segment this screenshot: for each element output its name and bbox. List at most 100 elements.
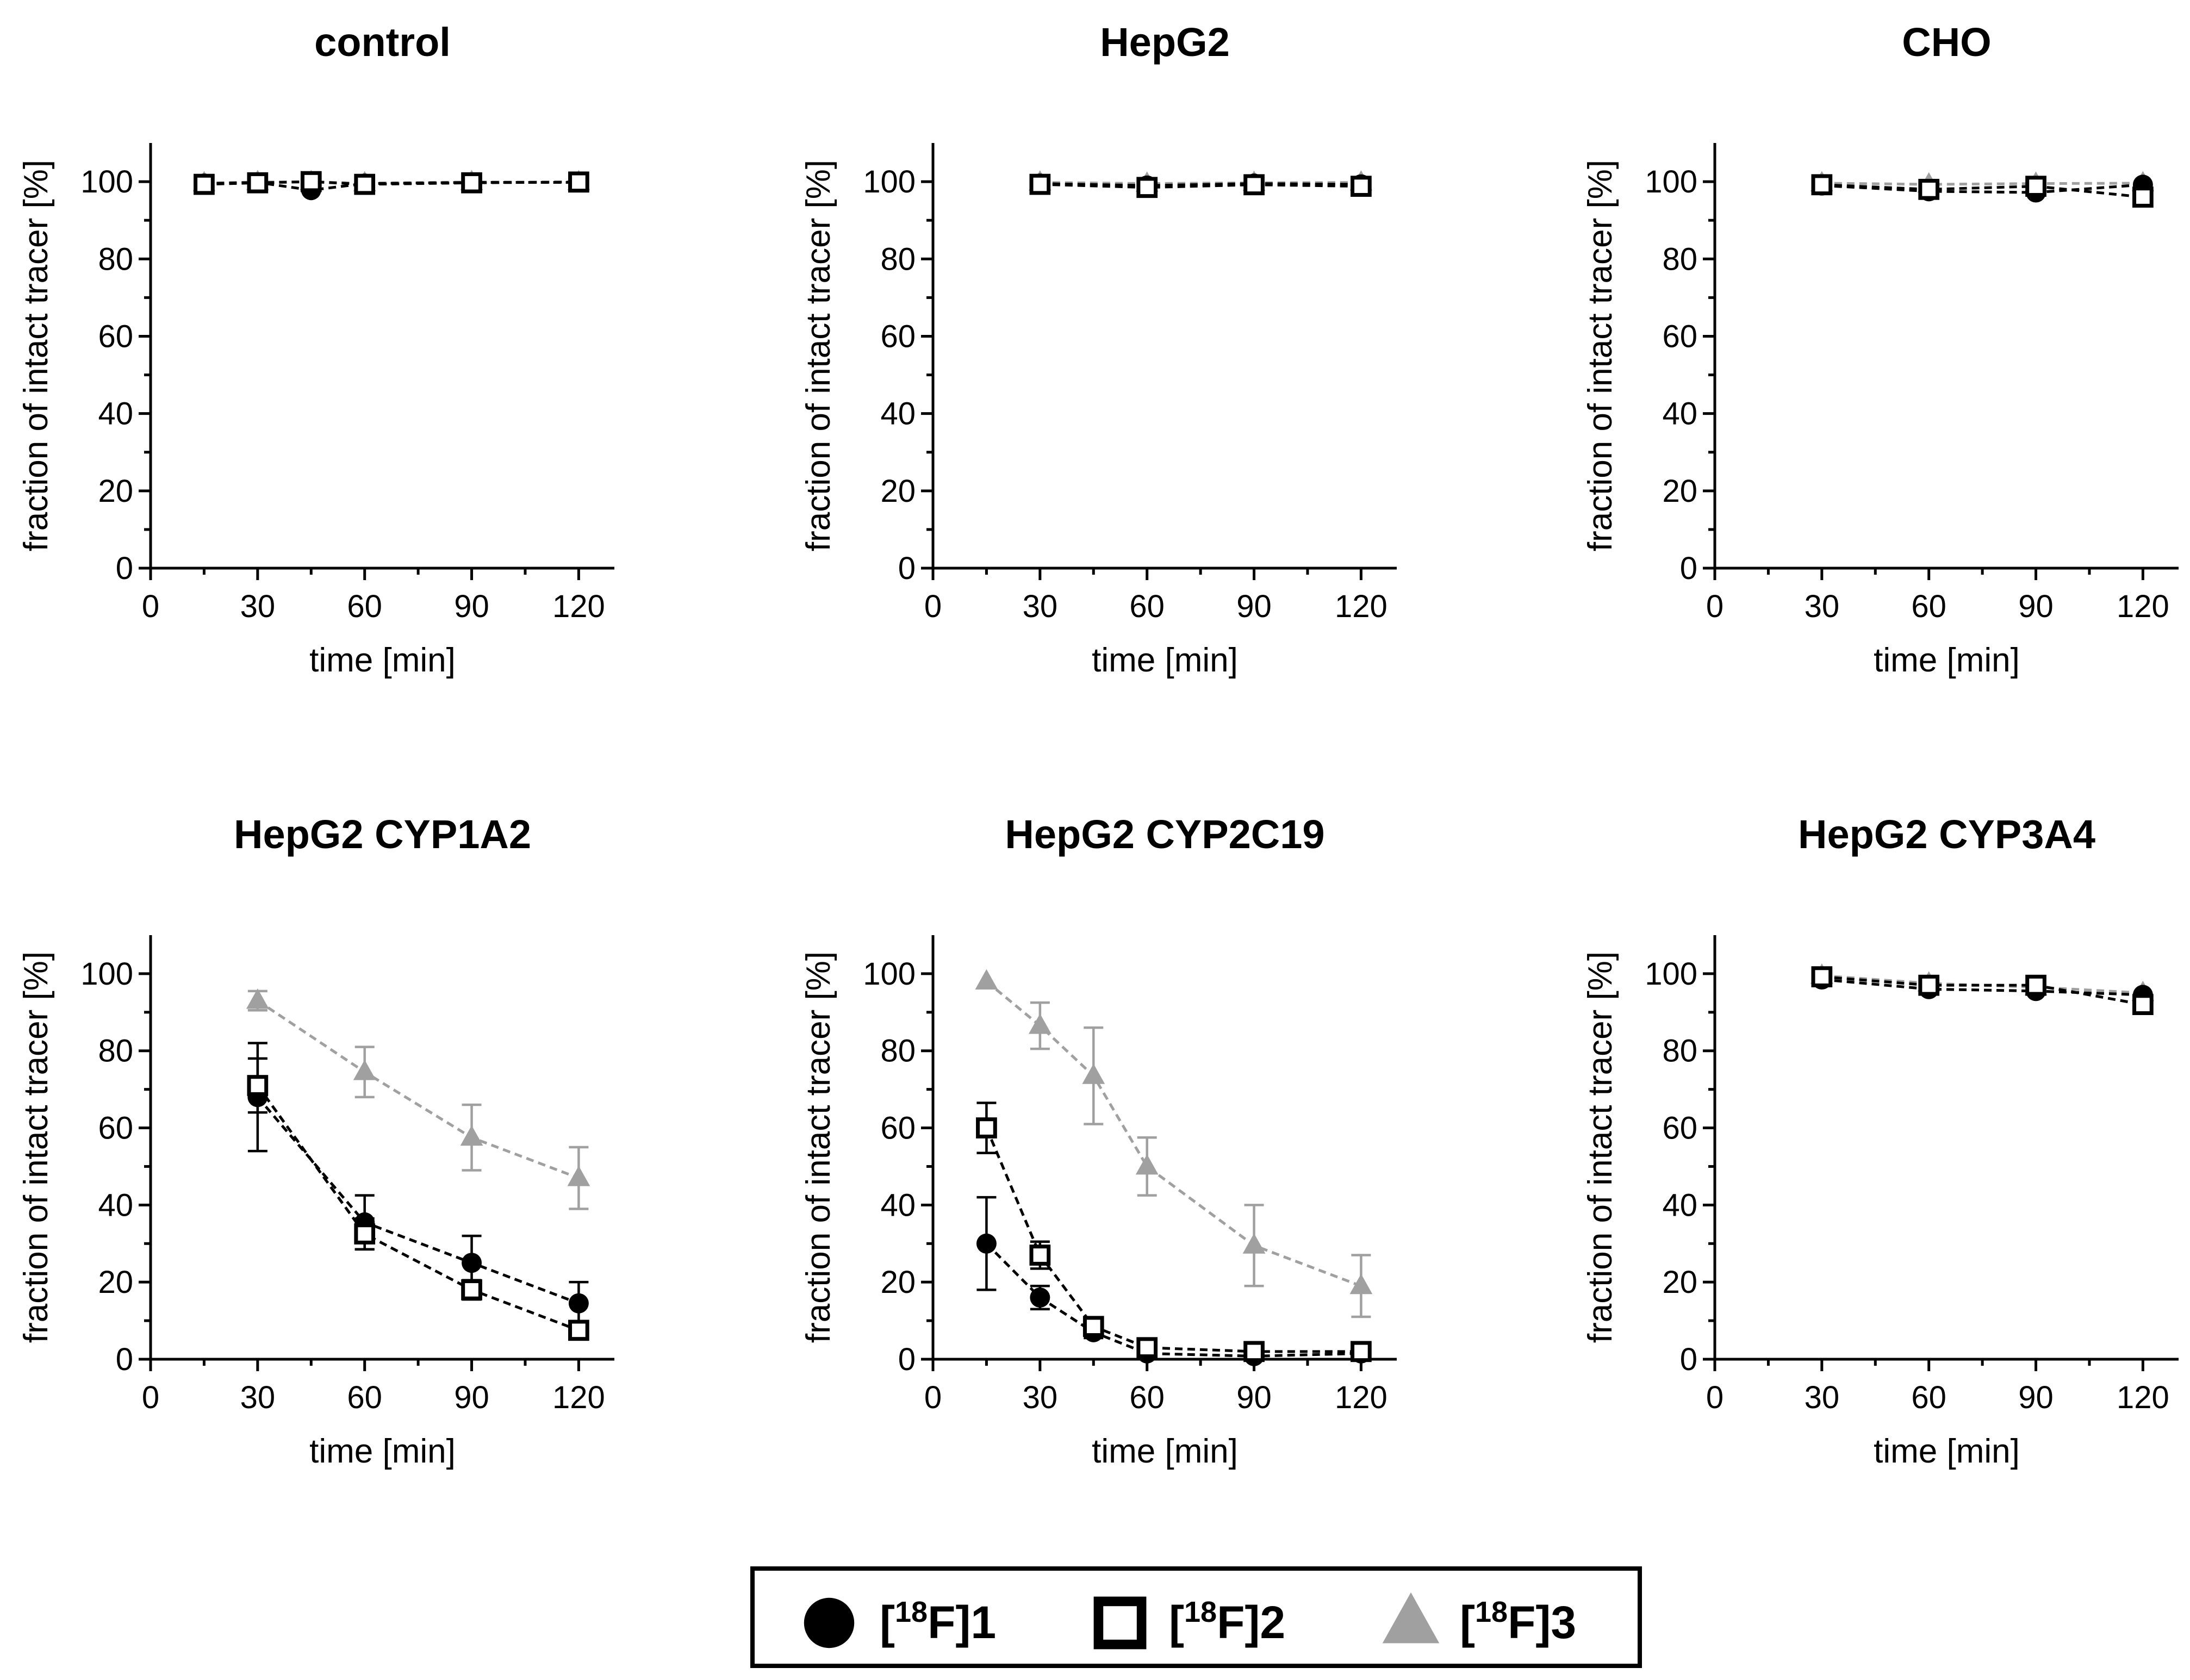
y-tick-label: 100 xyxy=(80,956,133,992)
y-tick-label: 40 xyxy=(880,396,916,432)
y-tick-label: 20 xyxy=(98,474,133,509)
data-point xyxy=(1918,178,1940,200)
x-tick-label: 120 xyxy=(2117,1380,2169,1415)
series-line xyxy=(1821,182,2143,186)
y-axis-label: fraction of intact tracer [%] xyxy=(17,951,55,1343)
x-tick-label: 60 xyxy=(347,589,382,624)
panel-title: HepG2 CYP1A2 xyxy=(234,812,531,857)
data-point xyxy=(568,1293,589,1314)
data-point xyxy=(461,172,482,194)
y-tick-label: 100 xyxy=(863,956,916,992)
legend-frame xyxy=(750,1566,1642,1668)
data-point xyxy=(567,1166,590,1186)
y-tick-label: 20 xyxy=(880,474,916,509)
y-tick-label: 40 xyxy=(880,1187,916,1223)
series-line xyxy=(1040,182,1361,187)
series-tracer-1 xyxy=(247,1042,589,1326)
y-tick-label: 60 xyxy=(1662,319,1697,354)
x-tick-label: 90 xyxy=(2018,1380,2054,1415)
panel-title: HepG2 xyxy=(1100,20,1230,65)
y-tick-label: 0 xyxy=(898,551,916,586)
data-point xyxy=(975,969,998,990)
x-tick-label: 30 xyxy=(1023,1380,1058,1415)
x-axis-label: time [min] xyxy=(1874,1433,2020,1470)
x-tick-label: 0 xyxy=(142,589,159,624)
y-tick-label: 100 xyxy=(1645,956,1697,992)
x-tick-label: 90 xyxy=(2018,589,2054,624)
panel-4: HepG2 CYP1A2 0 20 40 60 80 100 0 30 60 90 120 time [… xyxy=(17,812,614,1470)
y-tick-label: 60 xyxy=(98,319,133,354)
y-tick-label: 40 xyxy=(98,1187,133,1223)
series-line xyxy=(256,1085,580,1332)
series-line xyxy=(1821,183,2143,199)
series-line xyxy=(1040,181,1361,185)
legend-superscript: 18 xyxy=(1475,1596,1508,1628)
y-tick-label: 40 xyxy=(98,396,133,432)
x-tick-label: 60 xyxy=(347,1380,382,1415)
x-axis-label: time [min] xyxy=(309,1433,456,1470)
y-tick-label: 60 xyxy=(880,319,916,354)
series-line xyxy=(1821,975,2143,1006)
data-point xyxy=(568,1320,589,1341)
data-point xyxy=(2132,186,2154,208)
y-axis-label: fraction of intact tracer [%] xyxy=(800,160,837,551)
x-tick-label: 0 xyxy=(142,1380,159,1415)
y-tick-label: 100 xyxy=(80,164,133,200)
data-point xyxy=(1243,174,1265,196)
x-tick-label: 120 xyxy=(1335,589,1388,624)
data-point xyxy=(568,171,589,193)
data-point xyxy=(1351,1341,1372,1362)
x-axis-label: time [min] xyxy=(1874,642,2020,679)
x-tick-label: 0 xyxy=(1706,1380,1724,1415)
y-tick-label: 80 xyxy=(1662,241,1697,277)
series-tracer-2 xyxy=(194,171,589,195)
y-tick-label: 0 xyxy=(1680,551,1697,586)
panel-1: control 0 20 40 60 80 100 0 30 60 90 120 time [min] f… xyxy=(17,20,614,679)
y-axis-label: fraction of intact tracer [%] xyxy=(1582,160,1619,551)
y-tick-label: 20 xyxy=(1662,474,1697,509)
series-tracer-1 xyxy=(1812,969,2153,1005)
data-point xyxy=(1918,974,1940,996)
x-tick-label: 30 xyxy=(240,1380,276,1415)
x-tick-label: 120 xyxy=(2117,589,2169,624)
x-tick-label: 120 xyxy=(552,589,605,624)
data-point xyxy=(1811,966,1833,987)
data-point xyxy=(247,172,269,194)
x-tick-label: 90 xyxy=(454,1380,489,1415)
data-point xyxy=(353,1060,376,1080)
panel-5: HepG2 CYP2C19 0 20 40 60 80 100 0 30 60 90 120 time … xyxy=(800,812,1397,1470)
data-point xyxy=(1029,1245,1051,1266)
panel-2: HepG2 0 20 40 60 80 100 0 30 60 90 120 time [min] fra… xyxy=(800,20,1397,679)
data-point xyxy=(354,173,376,195)
series-line xyxy=(1040,183,1361,189)
y-tick-label: 80 xyxy=(880,241,916,277)
data-point xyxy=(461,1279,482,1301)
series-line xyxy=(985,1127,1361,1353)
data-point xyxy=(1243,1341,1265,1362)
data-point xyxy=(1135,1154,1159,1175)
data-point xyxy=(1351,176,1372,197)
panel-title: CHO xyxy=(1902,20,1991,65)
series-tracer-3 xyxy=(1028,170,1373,192)
y-tick-label: 20 xyxy=(98,1265,133,1300)
legend-suffix: F]3 xyxy=(1508,1597,1576,1648)
y-tick-label: 0 xyxy=(116,1342,133,1377)
data-point xyxy=(1242,1233,1266,1254)
legend-prefix: [ xyxy=(1460,1597,1475,1648)
x-axis-label: time [min] xyxy=(1092,1433,1238,1470)
y-tick-label: 80 xyxy=(1662,1034,1697,1069)
y-tick-label: 40 xyxy=(1662,396,1697,432)
legend-suffix: F]1 xyxy=(928,1597,996,1648)
legend-superscript: 18 xyxy=(895,1596,928,1628)
series-tracer-1 xyxy=(1812,175,2153,203)
data-point xyxy=(1028,1013,1052,1034)
x-tick-label: 0 xyxy=(924,589,942,624)
series-tracer-2 xyxy=(976,1102,1372,1362)
panel-title: control xyxy=(314,20,451,65)
y-tick-label: 0 xyxy=(116,551,133,586)
series-tracer-1 xyxy=(976,1196,1371,1366)
data-point xyxy=(354,1223,376,1245)
data-point xyxy=(462,1253,482,1273)
data-point xyxy=(2025,974,2046,996)
panel-title: HepG2 CYP3A4 xyxy=(1798,812,2095,857)
